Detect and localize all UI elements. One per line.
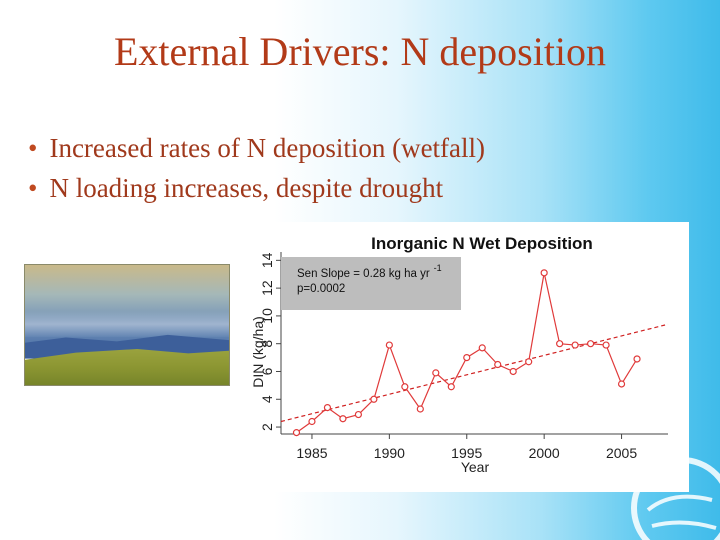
data-point <box>401 383 409 391</box>
din-chart: Inorganic N Wet Deposition 2 4 6 8 10 12 14 198… <box>250 234 669 475</box>
annotation-text: Sen Slope = 0.28 kg ha yr <box>297 268 430 280</box>
slide-title: External Drivers: N deposition <box>113 29 607 74</box>
chart-panel: Inorganic N Wet Deposition 2 4 6 8 10 12 14 198… <box>233 222 689 492</box>
data-point <box>540 269 548 277</box>
bullet-list: • Increased rates of N deposition (wetfal… <box>28 128 485 208</box>
y-tick-label: 4 <box>259 395 275 403</box>
data-point <box>525 358 533 366</box>
data-point <box>633 355 641 363</box>
data-point <box>617 380 626 388</box>
trend-line <box>280 323 669 423</box>
x-axis-label: Year <box>461 459 490 475</box>
data-point <box>339 415 347 423</box>
x-tick-label: 2005 <box>606 445 637 461</box>
data-point <box>509 367 517 376</box>
y-tick-label: 10 <box>259 308 275 324</box>
x-tick-label: 1990 <box>374 445 405 461</box>
chart-title: Inorganic N Wet Deposition <box>371 234 593 253</box>
y-tick-label: 14 <box>259 252 275 268</box>
bullet-text: Increased rates of N deposition (wetfall… <box>49 133 486 163</box>
data-point <box>323 404 332 412</box>
bullet-text: N loading increases, despite drought <box>49 173 444 203</box>
annotation-line2: p=0.0002 <box>297 283 345 295</box>
y-axis-label: DIN (kg/ha) <box>250 316 266 388</box>
x-tick-label: 2000 <box>529 445 560 461</box>
data-point <box>494 360 502 369</box>
landscape-photo <box>24 264 230 386</box>
data-point <box>447 383 455 391</box>
data-point <box>432 369 440 377</box>
data-point <box>602 341 610 349</box>
annotation-superscript: -1 <box>434 263 442 273</box>
y-tick-label: 6 <box>259 367 275 375</box>
y-tick-label: 2 <box>259 423 275 431</box>
data-point <box>463 353 471 362</box>
y-tick-label: 8 <box>259 340 275 348</box>
bullet-item: • Increased rates of N deposition (wetfal… <box>28 128 485 168</box>
annotation-box <box>281 257 461 310</box>
data-point <box>556 340 564 348</box>
annotation-line1: Sen Slope = 0.28 kg ha yr -1 <box>297 263 442 280</box>
globe-logo-icon <box>631 457 720 540</box>
y-tick-label: 12 <box>259 280 275 296</box>
data-point <box>354 410 363 419</box>
data-point <box>385 341 393 349</box>
bullet-item: • N loading increases, despite drought <box>28 168 485 208</box>
x-tick-label: 1985 <box>296 445 327 461</box>
data-point <box>416 405 424 413</box>
data-point <box>292 429 301 437</box>
data-point <box>308 417 316 426</box>
bullet-dot-icon: • <box>28 133 38 163</box>
bullet-dot-icon: • <box>28 173 38 203</box>
data-point <box>478 344 486 352</box>
data-point <box>587 340 595 348</box>
data-point <box>370 395 378 403</box>
data-point <box>571 341 579 349</box>
x-tick-label: 1995 <box>451 445 482 461</box>
